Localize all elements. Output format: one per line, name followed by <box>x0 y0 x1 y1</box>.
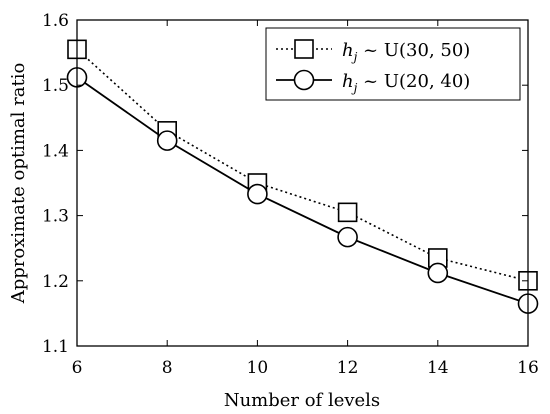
x-tick-label: 14 <box>427 358 449 378</box>
y-tick-label: 1.4 <box>42 141 69 161</box>
plot-frame <box>76 19 529 347</box>
series-2-point <box>427 262 449 284</box>
legend-marker-square <box>294 39 314 59</box>
x-tick-label: 8 <box>162 358 173 378</box>
tick-layer: 6 8 10 12 14 16 1.1 1.2 1.3 1.4 1.5 1.6 <box>42 11 539 378</box>
legend-marker-circle <box>293 69 315 91</box>
legend-entry-1: hj ~ U(30, 50) <box>276 39 470 64</box>
legend-sub-2: j <box>351 81 358 95</box>
series-line-1 <box>76 48 529 282</box>
legend-label-1: hj ~ U(30, 50) <box>342 40 470 64</box>
legend-label-2: hj ~ U(20, 40) <box>342 71 470 95</box>
legend-rest-2: ~ U(20, 40) <box>357 71 470 92</box>
legend: hj ~ U(30, 50) hj ~ U(20, 40) <box>265 27 521 101</box>
x-tick-label: 16 <box>517 358 539 378</box>
y-tick-label: 1.6 <box>42 11 69 31</box>
series-1-point <box>337 202 358 223</box>
x-tick-label: 10 <box>247 358 269 378</box>
y-tick-label: 1.1 <box>42 337 69 357</box>
legend-sub-1: j <box>351 50 358 64</box>
series-2-point <box>337 226 358 248</box>
legend-var-2: h <box>342 71 354 92</box>
series-line-2 <box>76 76 529 305</box>
y-tick-label: 1.5 <box>42 76 69 96</box>
plot-layer <box>66 39 539 314</box>
series-2-point <box>247 183 268 205</box>
x-axis-label: Number of levels <box>224 390 380 411</box>
x-tick-label: 12 <box>337 358 359 378</box>
legend-entry-2: hj ~ U(20, 40) <box>276 69 470 95</box>
x-tick-label: 6 <box>72 358 83 378</box>
y-axis-label: Approximate optimal ratio <box>8 63 29 305</box>
legend-var-1: h <box>342 40 354 61</box>
axes-layer <box>76 19 529 347</box>
y-tick-label: 1.2 <box>42 272 69 292</box>
legend-rest-1: ~ U(30, 50) <box>357 40 470 61</box>
y-tick-label: 1.3 <box>42 207 69 227</box>
series-2-point <box>156 130 178 151</box>
